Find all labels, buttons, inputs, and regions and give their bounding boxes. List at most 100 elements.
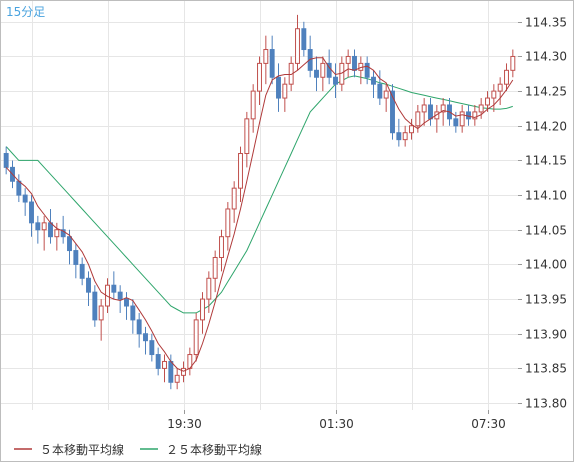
candle-body-up: [257, 62, 262, 92]
candle: [485, 91, 490, 112]
candle: [231, 181, 237, 223]
candle: [79, 257, 85, 286]
candle-body-up: [41, 222, 47, 231]
candle-body-up: [263, 49, 269, 64]
candle-body-up: [231, 187, 237, 210]
candle: [117, 285, 123, 313]
candle-body-down: [29, 201, 34, 224]
candle: [257, 56, 262, 105]
candle-body-up: [181, 367, 186, 376]
candle-body-down: [301, 28, 307, 51]
candle-body-up: [478, 104, 484, 113]
y-tick-label: 113.95: [525, 293, 567, 307]
candle-body-down: [86, 277, 91, 293]
candle-body-down: [269, 49, 275, 78]
candle-body-down: [307, 49, 313, 71]
candle: [453, 111, 459, 133]
y-tick-label: 114.35: [525, 16, 567, 30]
candle: [269, 35, 275, 85]
x-tick-label: 01:30: [319, 417, 354, 431]
candle-body-down: [16, 180, 22, 196]
candle: [282, 77, 288, 112]
x-axis-ticks: 19:30 01:30 07:30: [167, 410, 506, 431]
candle-body-up: [54, 229, 60, 238]
candle-body-up: [440, 104, 446, 113]
candle-body-down: [453, 118, 459, 127]
candle: [320, 56, 326, 92]
candle-body-up: [497, 83, 503, 92]
candle: [174, 368, 180, 390]
candle-body-up: [250, 90, 256, 120]
chart-title: 15分足: [6, 5, 45, 19]
candle: [219, 229, 224, 272]
x-tick-label: 07:30: [471, 417, 506, 431]
candle-body-up: [415, 111, 421, 127]
candle-body-up: [472, 111, 478, 120]
candle-body-down: [130, 305, 136, 321]
candle: [371, 70, 376, 99]
candle-body-down: [92, 291, 98, 321]
candle-body-up: [345, 55, 351, 64]
candle: [504, 63, 509, 92]
candle: [244, 111, 250, 168]
candle: [54, 222, 60, 251]
candle: [206, 271, 212, 313]
candle-body-up: [402, 132, 408, 141]
candle-body-down: [333, 76, 338, 85]
candle-body-down: [117, 291, 123, 300]
candle: [402, 125, 408, 147]
candle-body-down: [73, 250, 79, 265]
candle: [155, 347, 161, 376]
candle-body-up: [212, 256, 218, 279]
candle-body-up: [485, 97, 490, 106]
candle-body-up: [295, 28, 300, 64]
candle-body-down: [352, 55, 357, 71]
candle-body-down: [67, 236, 72, 252]
candle-body-up: [219, 236, 224, 258]
candle-body-down: [60, 229, 66, 238]
candle-body-up: [282, 83, 288, 99]
y-tick-label: 113.80: [525, 397, 567, 411]
candle: [314, 56, 319, 92]
legend: ５本移動平均線 ２５本移動平均線: [14, 442, 262, 457]
candle: [440, 98, 446, 126]
candle-body-down: [111, 284, 117, 293]
y-tick-label: 114.25: [525, 85, 567, 99]
candle-body-down: [143, 333, 148, 342]
candle-body-up: [491, 90, 497, 99]
candle: [181, 361, 186, 383]
ma5-line: [5, 57, 514, 372]
y-tick-label: 114.30: [525, 50, 567, 64]
candle-body-down: [48, 222, 53, 238]
candle-body-down: [149, 340, 155, 356]
y-tick-label: 113.85: [525, 362, 567, 376]
candle-body-up: [200, 298, 205, 321]
y-tick-label: 114.20: [525, 120, 567, 134]
candle: [478, 98, 484, 119]
candle: [364, 56, 370, 85]
candle: [250, 84, 256, 133]
candle: [86, 271, 91, 307]
y-tick-label: 114.10: [525, 189, 567, 203]
candle-body-down: [276, 76, 281, 99]
candle: [73, 243, 79, 279]
candle-body-up: [459, 111, 465, 127]
legend-ma25-label: ２５本移動平均線: [166, 442, 262, 457]
candle: [149, 333, 155, 362]
candle: [193, 312, 199, 362]
candle: [200, 292, 205, 334]
candle-body-down: [371, 76, 376, 85]
candle-body-down: [3, 153, 9, 168]
candle: [491, 84, 497, 112]
candle: [295, 14, 300, 71]
candle: [459, 104, 465, 133]
candle-body-down: [364, 62, 370, 78]
y-tick-label: 114.15: [525, 154, 567, 168]
candle-body-down: [377, 83, 383, 99]
candle: [124, 292, 129, 320]
y-tick-label: 114.05: [525, 224, 567, 238]
candle-body-up: [504, 69, 509, 85]
candle: [162, 354, 167, 383]
candle: [409, 118, 414, 140]
